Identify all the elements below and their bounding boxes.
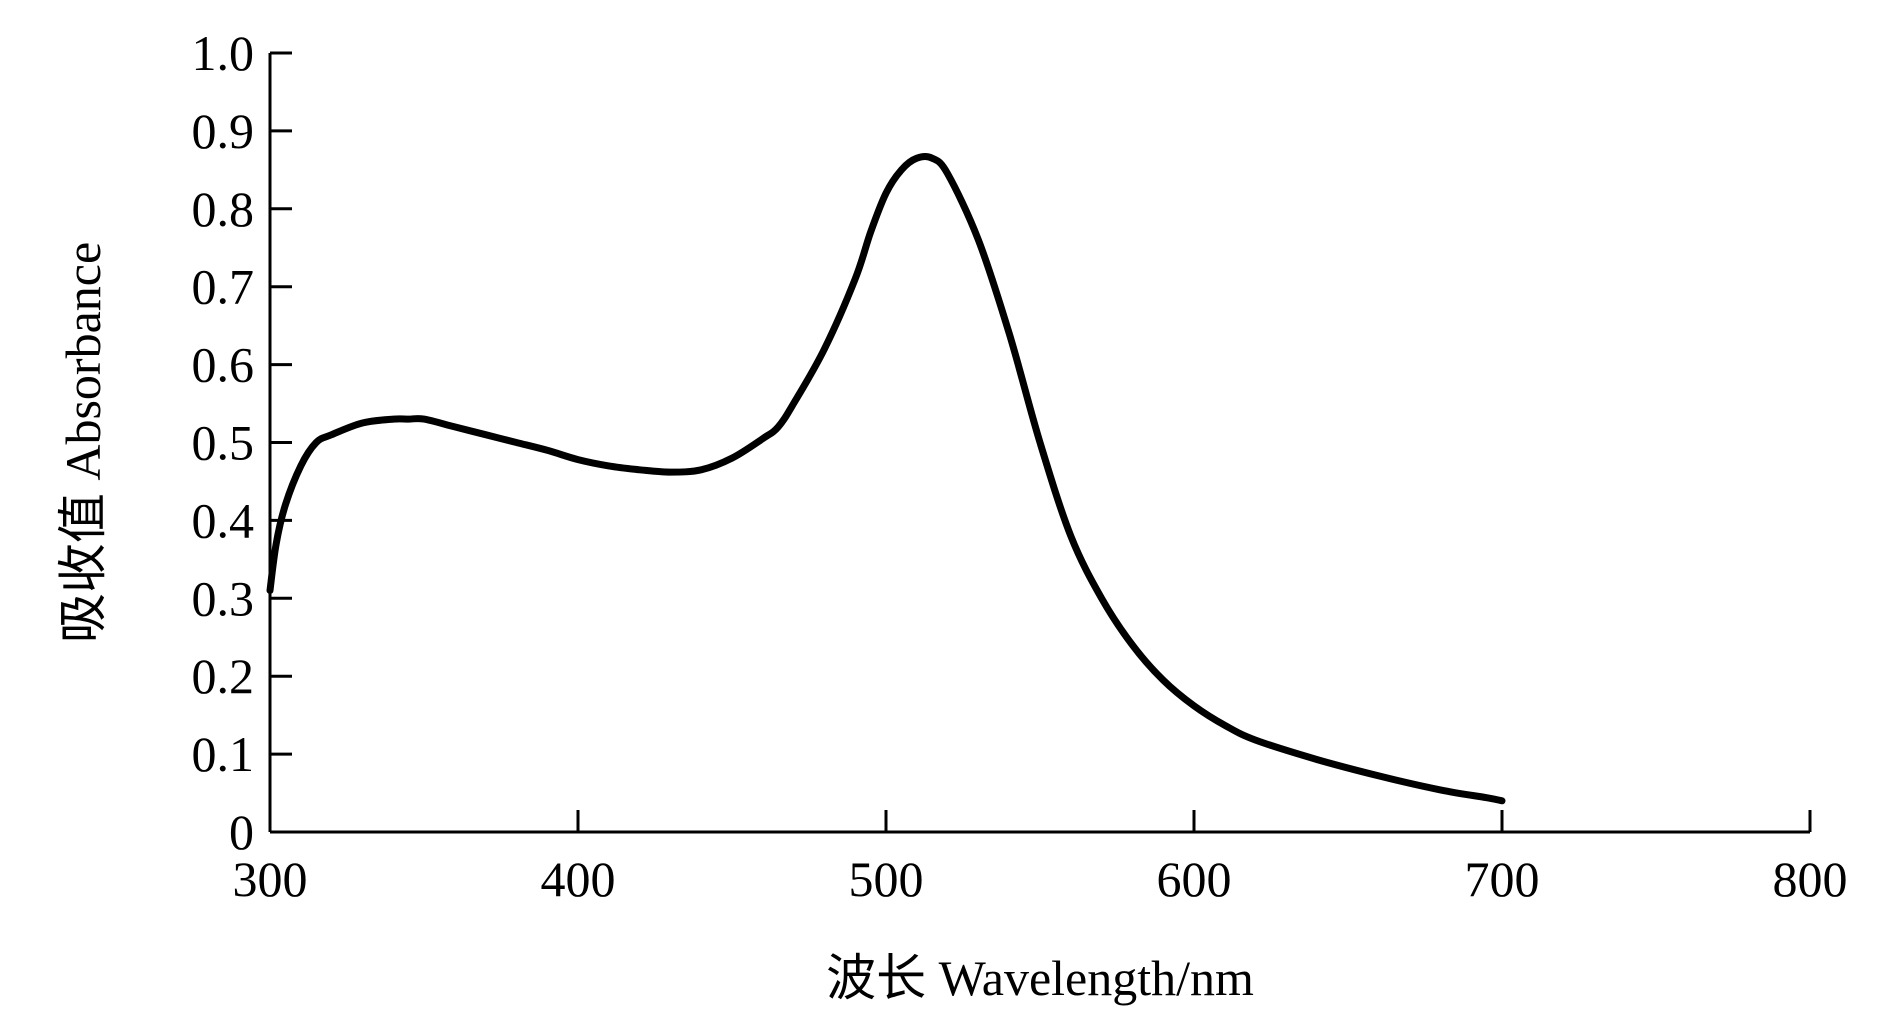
x-tick-label: 500 [849, 851, 924, 907]
y-tick-label: 0 [229, 804, 254, 860]
y-tick-label: 1.0 [192, 25, 255, 81]
y-tick-label: 0.4 [192, 492, 255, 548]
x-tick-label: 800 [1773, 851, 1848, 907]
y-tick-label: 0.6 [192, 337, 255, 393]
y-tick-label: 0.2 [192, 648, 255, 704]
y-tick-label: 0.5 [192, 415, 255, 471]
x-ticks: 300 400 500 600 700 800 [233, 810, 1848, 907]
y-ticks: 0 0.1 0.2 0.3 0.4 0.5 0.6 0.7 0.8 0.9 1.0 [192, 25, 292, 860]
x-tick-label: 400 [541, 851, 616, 907]
absorbance-series-line [266, 152, 1506, 805]
x-tick-label: 600 [1157, 851, 1232, 907]
y-axis-title: 吸收值 Absorbance [55, 242, 111, 643]
y-tick-label: 0.9 [192, 103, 255, 159]
y-tick-label: 0.1 [192, 726, 255, 782]
y-tick-label: 0.3 [192, 570, 255, 626]
y-tick-label: 0.7 [192, 259, 255, 315]
x-tick-label: 700 [1465, 851, 1540, 907]
x-axis-title: 波长 Wavelength/nm [826, 950, 1254, 1006]
series [266, 152, 1506, 805]
x-tick-label: 300 [233, 851, 308, 907]
y-tick-label: 0.8 [192, 181, 255, 237]
